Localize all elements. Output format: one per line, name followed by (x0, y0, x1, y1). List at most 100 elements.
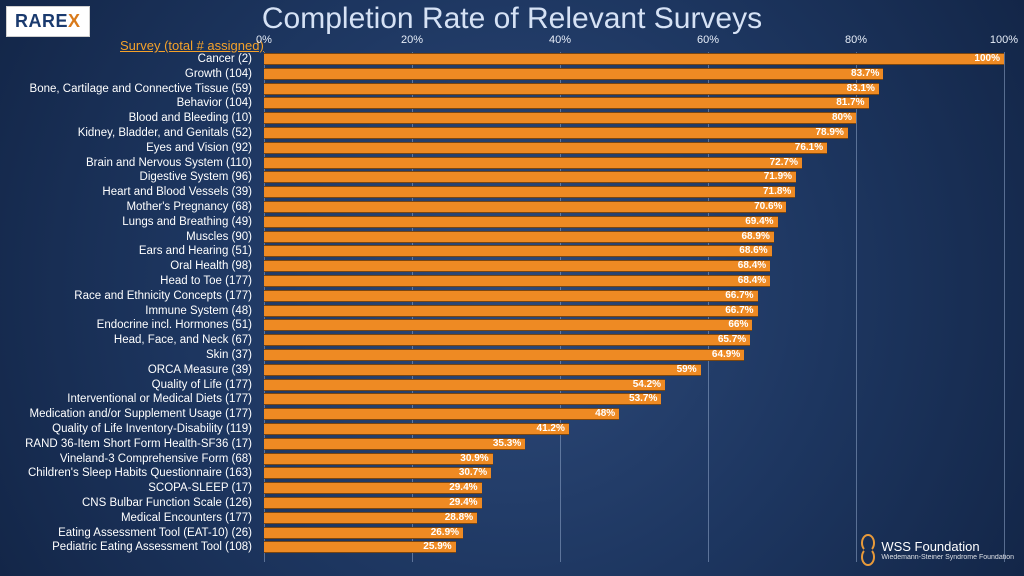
bar-value-label: 65.7% (718, 334, 746, 346)
bar-row: Oral Health (98)68.4% (0, 259, 1004, 274)
bar-value-label: 68.4% (738, 275, 766, 287)
bar-label: Interventional or Medical Diets (177) (0, 392, 258, 407)
bar-track: 83.1% (264, 83, 1004, 95)
bar-value-label: 76.1% (795, 142, 823, 154)
bar-label: Quality of Life (177) (0, 378, 258, 393)
bar-value-label: 68.6% (739, 245, 767, 257)
bar-value-label: 54.2% (633, 379, 661, 391)
bar-row: Quality of Life (177) 54.2% (0, 378, 1004, 393)
bar-track: 66.7% (264, 290, 1004, 302)
bar-track: 68.6% (264, 245, 1004, 257)
bar-row: Growth (104)83.7% (0, 67, 1004, 82)
bar-track: 30.7% (264, 467, 1004, 479)
bar-label: Muscles (90) (0, 230, 258, 245)
bar-row: Blood and Bleeding (10) 80% (0, 111, 1004, 126)
bar-row: RAND 36-Item Short Form Health-SF36 (17)… (0, 437, 1004, 452)
bar-label: Behavior (104) (0, 96, 258, 111)
bar-label: Medication and/or Supplement Usage (177) (0, 407, 258, 422)
bar-track: 71.8% (264, 186, 1004, 198)
wss-sub: Wiedemann-Steiner Syndrome Foundation (881, 554, 1014, 561)
bar-row: Skin (37)64.9% (0, 348, 1004, 363)
bar-value-label: 68.4% (738, 260, 766, 272)
bar-track: 28.8% (264, 512, 1004, 524)
bar-value-label: 28.8% (445, 512, 473, 524)
bar-track: 29.4% (264, 482, 1004, 494)
bar-value-label: 80% (832, 112, 852, 124)
bar-label: Medical Encounters (177) (0, 511, 258, 526)
bar-track: 68.4% (264, 275, 1004, 287)
x-tick-label: 100% (990, 34, 1018, 46)
bar-value-label: 83.1% (847, 83, 875, 95)
bar-value-label: 59% (677, 364, 697, 376)
bar-track: 66.7% (264, 305, 1004, 317)
bar (264, 112, 856, 124)
bar-row: Mother's Pregnancy (68)70.6% (0, 200, 1004, 215)
bar-label: Endocrine incl. Hormones (51) (0, 318, 258, 333)
bar (264, 53, 1004, 65)
bar-label: Brain and Nervous System (110) (0, 156, 258, 171)
bar-row: Bone, Cartilage and Connective Tissue (5… (0, 82, 1004, 97)
bar-label: Lungs and Breathing (49) (0, 215, 258, 230)
bar-label: Bone, Cartilage and Connective Tissue (5… (0, 82, 258, 97)
helix-icon (857, 534, 875, 566)
bar-label: Immune System (48) (0, 304, 258, 319)
bar-label: RAND 36-Item Short Form Health-SF36 (17) (0, 437, 258, 452)
bar-row: Digestive System (96)71.9% (0, 170, 1004, 185)
bar-row: Eyes and Vision (92)76.1% (0, 141, 1004, 156)
bar-label: Ears and Hearing (51) (0, 244, 258, 259)
bar-value-label: 64.9% (712, 349, 740, 361)
bar-row: Cancer (2)100% (0, 52, 1004, 67)
bar-track: 68.9% (264, 231, 1004, 243)
bar-value-label: 26.9% (431, 527, 459, 539)
bar-value-label: 100% (974, 53, 1000, 65)
x-tick-label: 80% (845, 34, 867, 46)
bar (264, 245, 772, 257)
bar-value-label: 71.8% (763, 186, 791, 198)
bar (264, 157, 802, 169)
bar (264, 453, 493, 465)
bar-label: Children's Sleep Habits Questionnaire (1… (0, 466, 258, 481)
bar-track: 48% (264, 408, 1004, 420)
bar (264, 127, 848, 139)
bar-value-label: 53.7% (629, 393, 657, 405)
bar-track: 72.7% (264, 157, 1004, 169)
bar-track: 81.7% (264, 97, 1004, 109)
bar-track: 100% (264, 53, 1004, 65)
bar (264, 83, 879, 95)
bar (264, 231, 774, 243)
bar-row: ORCA Measure (39)59% (0, 363, 1004, 378)
slide-root: RAREX Completion Rate of Relevant Survey… (0, 0, 1024, 576)
bar-row: Children's Sleep Habits Questionnaire (1… (0, 466, 1004, 481)
bar (264, 305, 758, 317)
bar-value-label: 30.7% (459, 467, 487, 479)
bar-track: 76.1% (264, 142, 1004, 154)
bar (264, 364, 701, 376)
bar-row: SCOPA-SLEEP (17)29.4% (0, 481, 1004, 496)
bar-label: Blood and Bleeding (10) (0, 111, 258, 126)
y-axis-header: Survey (total # assigned) (120, 38, 264, 53)
bar-row: Medication and/or Supplement Usage (177)… (0, 407, 1004, 422)
bar-track: 29.4% (264, 497, 1004, 509)
bar (264, 68, 883, 80)
bar-label: Race and Ethnicity Concepts (177) (0, 289, 258, 304)
bar-value-label: 70.6% (754, 201, 782, 213)
bar-track: 30.9% (264, 453, 1004, 465)
bar-label: Growth (104) (0, 67, 258, 82)
logo-wss: WSS Foundation Wiedemann-Steiner Syndrom… (857, 534, 1014, 566)
bar-row: Quality of Life Inventory-Disability (11… (0, 422, 1004, 437)
chart-title: Completion Rate of Relevant Surveys (0, 2, 1024, 36)
bar-label: Quality of Life Inventory-Disability (11… (0, 422, 258, 437)
bar (264, 260, 770, 272)
wss-text: WSS Foundation Wiedemann-Steiner Syndrom… (881, 539, 1014, 561)
x-tick-label: 0% (256, 34, 272, 46)
bar-track: 71.9% (264, 171, 1004, 183)
x-tick-label: 60% (697, 34, 719, 46)
x-tick-label: 20% (401, 34, 423, 46)
bar-label: Eating Assessment Tool (EAT-10) (26) (0, 526, 258, 541)
bar-track: 70.6% (264, 201, 1004, 213)
bar-value-label: 81.7% (836, 97, 864, 109)
gridline (1004, 52, 1005, 562)
bar-value-label: 72.7% (770, 157, 798, 169)
bar-row: Immune System (48) 66.7% (0, 304, 1004, 319)
bar (264, 438, 525, 450)
